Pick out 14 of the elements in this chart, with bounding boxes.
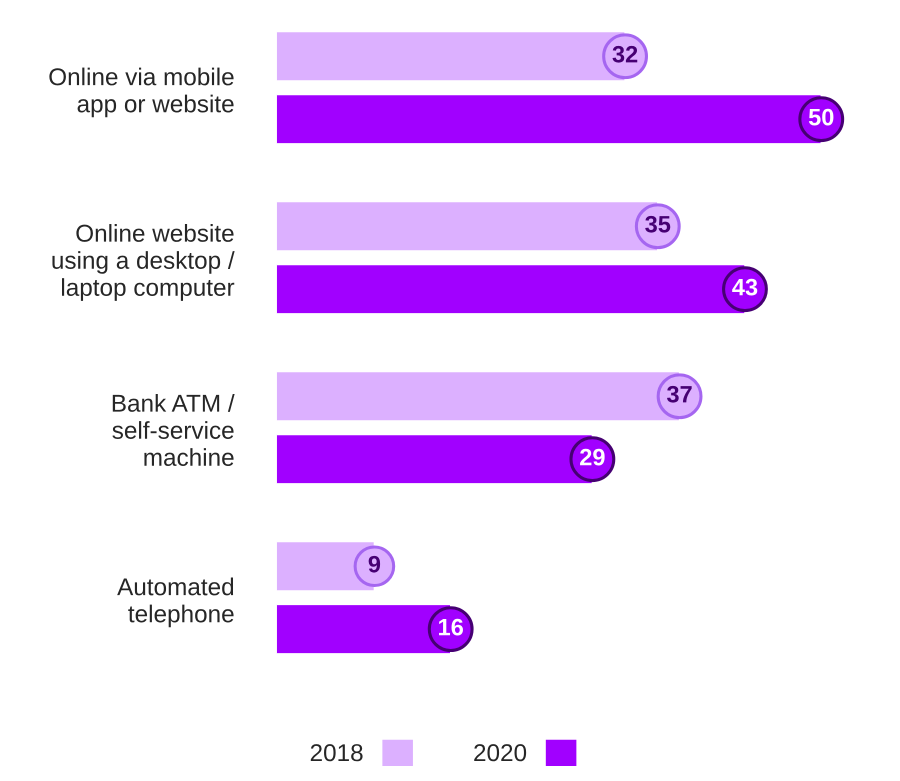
- data-label: 35: [645, 216, 670, 233]
- data-label: 32: [612, 46, 638, 63]
- data-label: 29: [580, 448, 605, 466]
- legend-label: 2020: [474, 744, 526, 762]
- data-label: 16: [439, 618, 463, 636]
- y-tick-label: Automated telephone: [117, 578, 234, 628]
- y-tick-label: Online via mobile app or website: [49, 68, 234, 118]
- y-tick-label: Bank ATM / self-service machine: [112, 394, 235, 466]
- legend-label: 2018: [310, 744, 363, 762]
- data-label: 50: [808, 108, 834, 126]
- data-label: 43: [732, 278, 758, 296]
- y-tick-label: Online website using a desktop / laptop computer: [52, 224, 235, 301]
- data-label: 9: [368, 556, 380, 573]
- data-label: 37: [666, 386, 692, 403]
